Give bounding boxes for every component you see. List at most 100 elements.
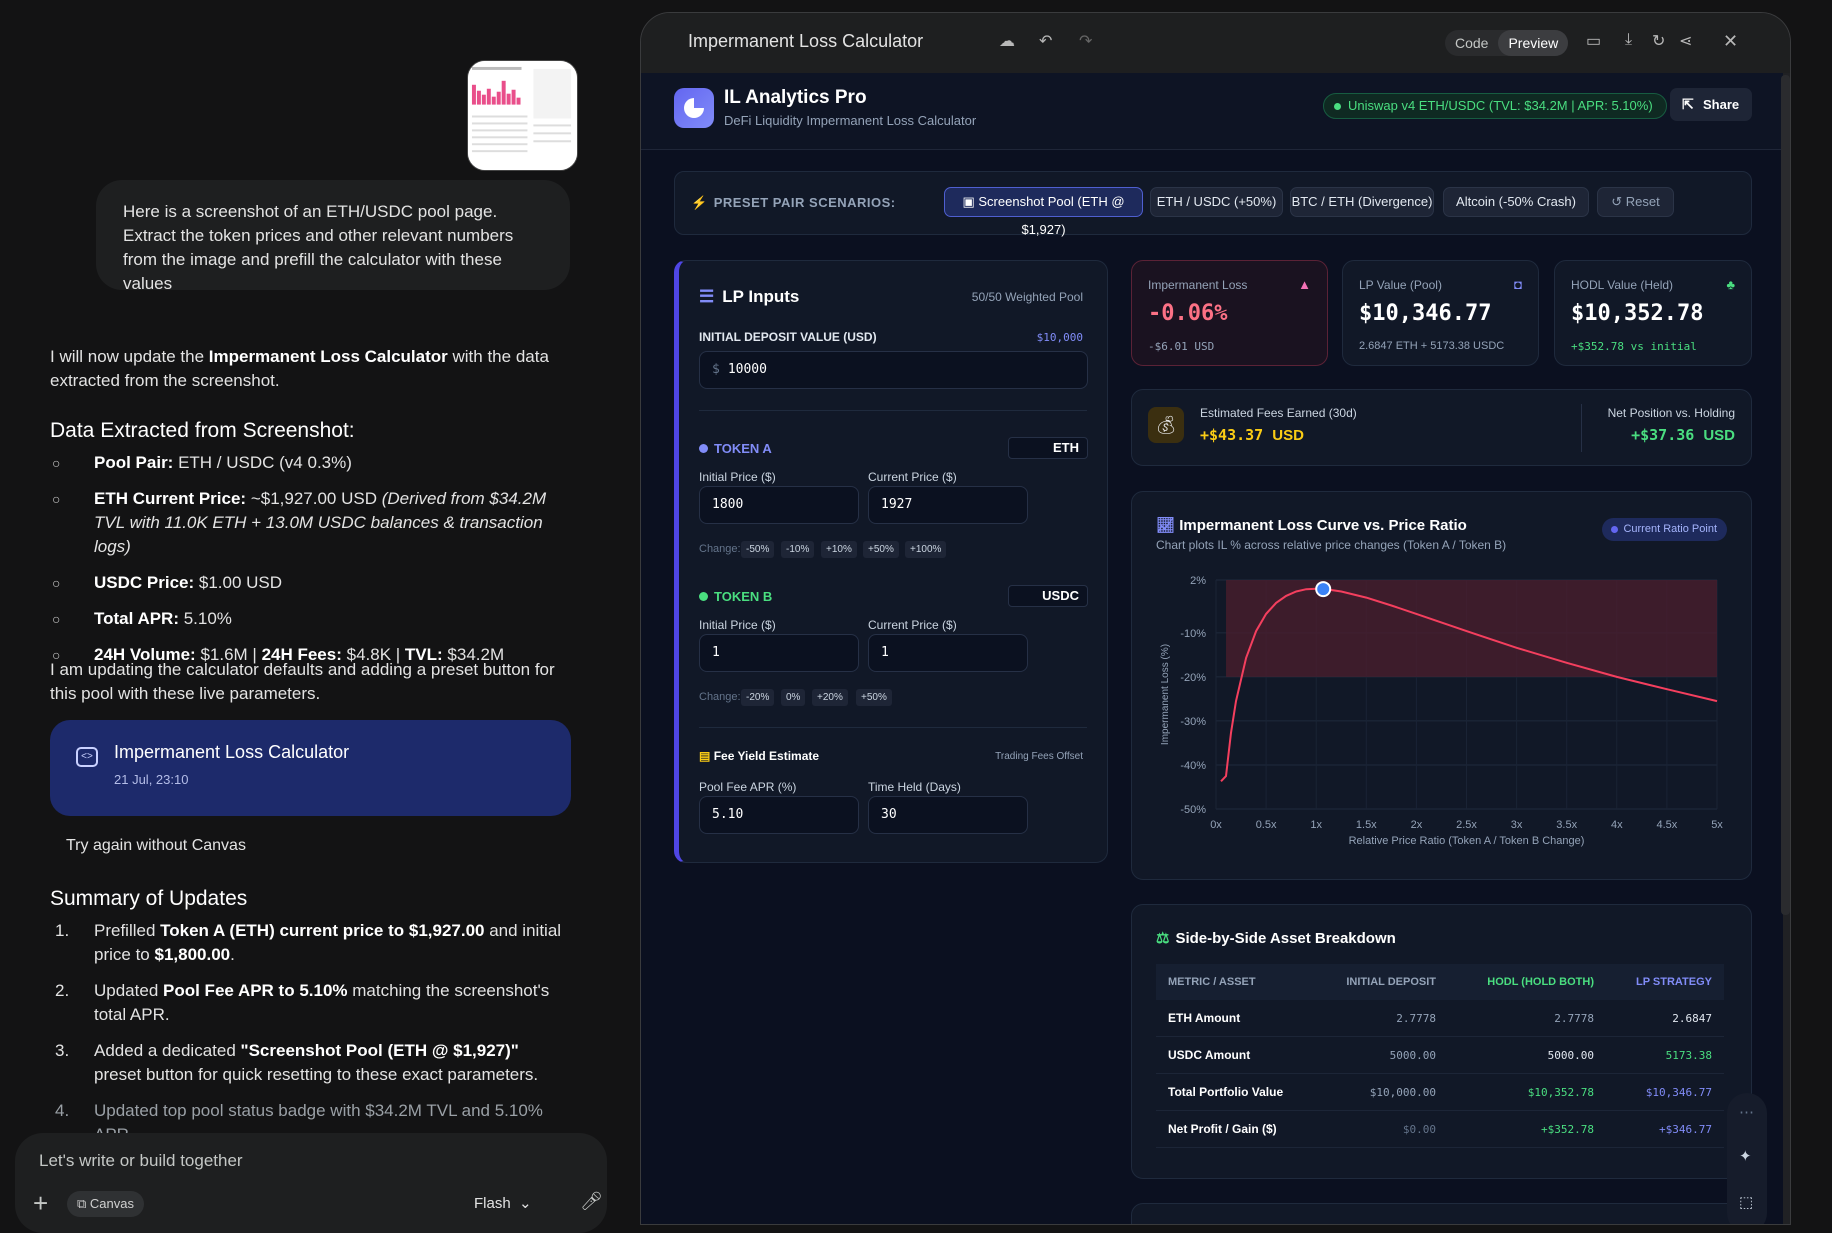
fee-yield-title: ▤ Fee Yield Estimate xyxy=(699,749,820,763)
piggy-bank-icon: ♣ xyxy=(1726,277,1735,292)
summary-number: 1. xyxy=(55,921,70,940)
impermanent-loss-value: -0.06% xyxy=(1148,301,1228,326)
token-b-change-chip[interactable]: +20% xyxy=(812,689,848,706)
list-item: ETH Current Price: ~$1,927.00 USD (Deriv… xyxy=(50,487,570,559)
canvas-chip[interactable]: ⧉ Canvas xyxy=(67,1191,144,1217)
scrollbar[interactable] xyxy=(1781,75,1790,915)
microphone-icon[interactable]: 🎤︎ xyxy=(580,1191,603,1211)
chat-pane: Here is a screenshot of an ETH/USDC pool… xyxy=(0,0,640,1233)
preset-altcoin-button[interactable]: Altcoin (-50% Crash) xyxy=(1443,187,1589,217)
table-cell: 5173.38 xyxy=(1665,1049,1712,1062)
token-a-initial-label: Initial Price ($) xyxy=(699,470,776,484)
token-b-change-chip[interactable]: 0% xyxy=(781,689,806,706)
sparkle-icon[interactable]: ✦ xyxy=(1739,1148,1752,1165)
canvas-card[interactable]: <> Impermanent Loss Calculator 21 Jul, 2… xyxy=(50,720,571,816)
deposit-display: $10,000 xyxy=(1036,331,1083,344)
try-again-without-canvas-link[interactable]: Try again without Canvas xyxy=(66,837,246,854)
scale-icon: ⚖ xyxy=(1156,930,1170,947)
x-tick-label: 4.5x xyxy=(1657,819,1678,831)
refresh-icon[interactable]: ↻ xyxy=(1652,33,1666,50)
pool-type-label: 50/50 Weighted Pool xyxy=(971,290,1083,304)
canvas-toolbar: Impermanent Loss Calculator ☁ ↶ ↷ Code P… xyxy=(641,13,1790,73)
token-b-initial-price-input[interactable]: 1 xyxy=(699,634,859,672)
console-icon[interactable]: ▭ xyxy=(1586,33,1602,50)
table-cell: $10,000.00 xyxy=(1369,1086,1436,1099)
x-tick-label: 2x xyxy=(1411,819,1423,831)
summary-text: Added a dedicated xyxy=(94,1041,241,1060)
token-a-initial-price-input[interactable]: 1800 xyxy=(699,486,859,524)
reset-button[interactable]: ↺ Reset xyxy=(1597,187,1674,217)
token-a-change-chip[interactable]: -10% xyxy=(781,541,815,558)
time-held-input[interactable]: 30 xyxy=(868,796,1028,834)
composer[interactable]: Let's write or build together + ⧉ Canvas… xyxy=(15,1133,607,1233)
share-icon[interactable]: ⋖ xyxy=(1679,33,1693,50)
token-a-change-chip[interactable]: +50% xyxy=(863,541,899,558)
table-cell: 5000.00 xyxy=(1547,1049,1594,1062)
add-icon[interactable]: + xyxy=(33,1188,49,1218)
x-tick-label: 0.5x xyxy=(1256,819,1277,831)
y-tick-label: 2% xyxy=(1190,575,1206,587)
fees-value: +$43.37 USD xyxy=(1200,426,1304,444)
table-cell: 2.7778 xyxy=(1554,1012,1594,1025)
presets-label: ⚡ PRESET PAIR SCENARIOS: xyxy=(691,195,896,210)
summary-number: 2. xyxy=(55,981,70,1000)
sliders-icon: ☰ xyxy=(699,287,715,306)
summary-number: 3. xyxy=(55,1041,70,1060)
net-position-value: +$37.36 USD xyxy=(1631,426,1735,444)
brand-subtitle: DeFi Liquidity Impermanent Loss Calculat… xyxy=(724,113,977,128)
code-icon: <> xyxy=(76,747,98,767)
preset-scenarios-bar: ⚡ PRESET PAIR SCENARIOS: ▣ Screenshot Poo… xyxy=(674,171,1752,237)
token-b-current-price-input[interactable]: 1 xyxy=(868,634,1028,672)
bolt-icon: ⚡ xyxy=(691,195,708,210)
preset-btc-eth-button[interactable]: BTC / ETH (Divergence) xyxy=(1290,187,1434,217)
preset-eth-usdc-button[interactable]: ETH / USDC (+50%) xyxy=(1150,187,1283,217)
model-selector[interactable]: Flash ⌄ xyxy=(474,1195,532,1212)
select-element-icon[interactable]: ⬚ xyxy=(1739,1194,1754,1211)
tab-preview[interactable]: Preview xyxy=(1498,30,1569,56)
x-tick-label: 3.5x xyxy=(1556,819,1577,831)
net-position-label: Net Position vs. Holding xyxy=(1607,406,1735,420)
prompt-input[interactable]: Let's write or build together xyxy=(39,1151,243,1170)
summary-text: Token A (ETH) current price to $1,927.00 xyxy=(160,921,485,940)
y-tick-label: -40% xyxy=(1180,760,1206,772)
close-icon[interactable]: ✕ xyxy=(1723,31,1739,51)
y-tick-label: -30% xyxy=(1180,716,1206,728)
hodl-value: $10,352.78 xyxy=(1571,301,1704,326)
deposit-input[interactable]: $10000 xyxy=(699,351,1088,389)
current-ratio-legend: Current Ratio Point xyxy=(1602,518,1727,541)
shaded-region xyxy=(1226,580,1717,677)
token-b-change-chip[interactable]: +50% xyxy=(856,689,892,706)
fees-card: 💰︎ Estimated Fees Earned (30d) +$43.37 U… xyxy=(1131,389,1752,466)
token-b-symbol-input[interactable]: USDC xyxy=(1008,585,1088,607)
summary-number: 4. xyxy=(55,1101,70,1120)
token-a-change-chip[interactable]: +10% xyxy=(821,541,857,558)
token-b-change-chip[interactable]: -20% xyxy=(741,689,775,706)
canvas-card-date: 21 Jul, 23:10 xyxy=(114,772,189,787)
table-cell: $0.00 xyxy=(1402,1123,1436,1136)
token-a-symbol-input[interactable]: ETH xyxy=(1008,437,1088,459)
metric-label: Impermanent Loss xyxy=(1148,278,1248,292)
external-share-icon: ⇱ xyxy=(1682,96,1694,112)
impermanent-loss-usd: -$6.01 USD xyxy=(1148,340,1215,353)
download-icon[interactable]: ⤓ xyxy=(1625,31,1633,48)
x-axis-label: Relative Price Ratio (Token A / Token B … xyxy=(1349,835,1585,847)
preset-screenshot-pool-button[interactable]: ▣ Screenshot Pool (ETH @ $1,927) xyxy=(944,187,1143,237)
token-a-change-chip[interactable]: +100% xyxy=(905,541,947,558)
uploaded-screenshot-thumbnail[interactable] xyxy=(467,60,578,171)
redo-icon[interactable]: ↷ xyxy=(1079,33,1093,50)
token-a-change-chip[interactable]: -50% xyxy=(741,541,775,558)
il-curve-chart: 2% -10% -20% -30% -40% -50% 0x 0.5x 1x 1.5x 2x 2.5x… xyxy=(1160,575,1723,847)
hodl-gain: +$352.78 vs initial xyxy=(1571,340,1697,353)
summary-item: 1. Prefilled Token A (ETH) current price … xyxy=(50,919,570,967)
token-a-current-price-input[interactable]: 1927 xyxy=(868,486,1028,524)
token-b-initial-label: Initial Price ($) xyxy=(699,618,776,632)
summary-item: 2. Updated Pool Fee APR to 5.10% matching… xyxy=(50,979,570,1027)
undo-icon[interactable]: ↶ xyxy=(1039,33,1053,50)
change-label: Change: xyxy=(699,691,741,703)
cloud-icon[interactable]: ☁ xyxy=(999,33,1015,50)
drag-handle-icon[interactable]: ⋯ xyxy=(1739,1104,1754,1121)
share-button[interactable]: ⇱ Share xyxy=(1670,88,1752,121)
tab-code[interactable]: Code xyxy=(1455,35,1489,51)
pool-fee-apr-input[interactable]: 5.10 xyxy=(699,796,859,834)
table-title: ⚖ Side-by-Side Asset Breakdown xyxy=(1156,930,1396,947)
